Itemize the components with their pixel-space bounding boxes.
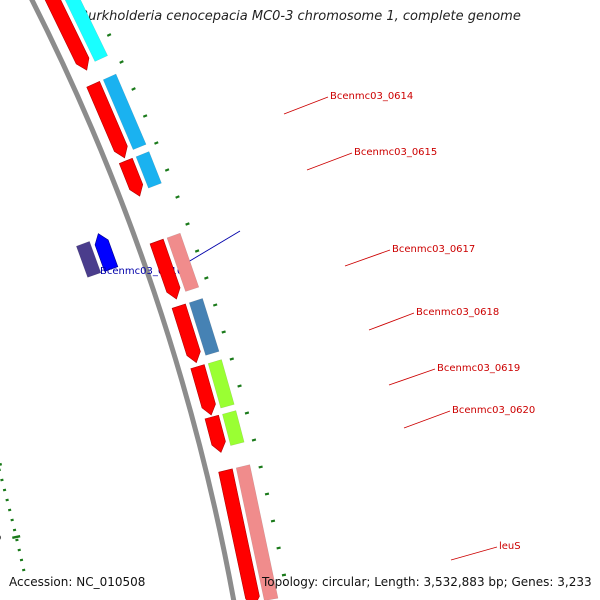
outer-ruler-tick xyxy=(185,222,190,226)
outer-ruler-tick xyxy=(212,303,218,307)
label-leader-line xyxy=(450,546,498,561)
outer-ruler-tick xyxy=(244,411,250,415)
outer-ruler-tick xyxy=(251,438,257,442)
outer-ruler-tick xyxy=(270,519,276,523)
outer-ruler-tick xyxy=(119,60,124,64)
cds-arrow[interactable] xyxy=(118,157,144,197)
label-leader-line xyxy=(388,368,436,386)
ruler-minor-tick xyxy=(0,468,1,471)
outer-ruler-tick xyxy=(194,249,200,253)
ruler-major-tick xyxy=(12,534,21,540)
ruler-minor-tick xyxy=(12,528,17,532)
outer-ruler-tick xyxy=(237,384,242,388)
cds-arrow[interactable] xyxy=(204,414,226,453)
gene-g-0615[interactable]: Bcenmc03_0615 xyxy=(118,147,437,197)
cog-block xyxy=(235,464,279,600)
gene-label[interactable]: Bcenmc03_0619 xyxy=(437,363,520,374)
ruler-minor-tick xyxy=(17,548,21,552)
cog-block xyxy=(166,232,200,292)
outer-ruler-tick xyxy=(106,33,112,37)
cds-arrow[interactable] xyxy=(171,303,201,364)
cog-block xyxy=(207,359,235,409)
ruler-minor-tick xyxy=(19,558,24,562)
ruler-minor-tick xyxy=(5,498,9,502)
cog-block xyxy=(64,0,108,62)
ruler-minor-tick xyxy=(15,538,19,542)
outer-ruler-tick xyxy=(164,168,170,172)
outer-ruler-tick xyxy=(154,141,159,145)
gene-g-0620[interactable]: Bcenmc03_0620 xyxy=(204,405,535,453)
gene-g-0617[interactable]: Bcenmc03_0617 xyxy=(149,232,475,300)
cds-arrow[interactable] xyxy=(218,468,260,600)
outer-ruler-tick xyxy=(281,573,287,577)
cog-block xyxy=(135,151,162,189)
gene-g-leuS[interactable]: leuS xyxy=(218,464,521,600)
cog-block xyxy=(102,73,147,150)
cog-block xyxy=(222,410,245,446)
label-leader-line xyxy=(368,312,415,331)
gene-label[interactable]: Bcenmc03_0616 xyxy=(100,266,183,277)
cds-arrow[interactable] xyxy=(86,80,128,159)
gene-g-top[interactable] xyxy=(38,0,108,71)
ruler-minor-tick xyxy=(7,508,12,512)
outer-ruler-tick xyxy=(229,357,235,361)
outer-ruler-tick xyxy=(221,330,226,334)
outer-ruler-tick xyxy=(264,492,270,496)
outer-ruler-tick xyxy=(204,276,209,280)
gene-label[interactable]: Bcenmc03_0615 xyxy=(354,147,437,158)
label-leader-line xyxy=(283,96,329,115)
cog-block xyxy=(188,298,220,356)
gene-label[interactable]: Bcenmc03_0620 xyxy=(452,405,535,416)
gene-g-0618[interactable]: Bcenmc03_0618 xyxy=(171,298,499,364)
cds-arrow[interactable] xyxy=(149,238,181,300)
ruler-minor-tick xyxy=(10,518,14,522)
ruler-minor-tick xyxy=(2,488,7,492)
ruler-major-tick xyxy=(0,462,3,466)
genome-summary-text: Topology: circular; Length: 3,532,883 bp… xyxy=(262,575,592,589)
ruler: 672 kbp673 kbp674 kbp675 kbp676 kbp677 k… xyxy=(0,33,287,577)
cds-arrow[interactable] xyxy=(190,364,216,416)
outer-ruler-tick xyxy=(131,87,136,91)
outer-ruler-tick xyxy=(175,195,180,199)
ruler-minor-tick xyxy=(22,568,26,572)
cds-arrow-reverse[interactable] xyxy=(94,233,119,272)
gene-label[interactable]: Bcenmc03_0617 xyxy=(392,244,475,255)
label-leader-line xyxy=(306,152,353,171)
gene-g-0614[interactable]: Bcenmc03_0614 xyxy=(86,73,413,159)
gene-label[interactable]: Bcenmc03_0618 xyxy=(416,307,499,318)
gene-g-0616[interactable]: Bcenmc03_0616 xyxy=(76,230,241,278)
label-leader-line xyxy=(403,410,451,429)
outer-ruler-tick xyxy=(142,114,148,118)
cog-block xyxy=(76,241,102,278)
backbone-ring xyxy=(29,0,237,600)
outer-ruler-tick xyxy=(258,465,263,469)
gene-label[interactable]: leuS xyxy=(499,541,521,552)
gene-g-0619[interactable]: Bcenmc03_0619 xyxy=(190,359,520,416)
gene-label[interactable]: Bcenmc03_0614 xyxy=(330,91,413,102)
ruler-minor-tick xyxy=(0,478,4,482)
map-title: Burkholderia cenocepacia MC0-3 chromosom… xyxy=(79,9,521,24)
cds-arrow[interactable] xyxy=(38,0,90,71)
outer-ruler-tick xyxy=(276,546,281,550)
ruler-tick-label: 679 kbp xyxy=(0,533,1,543)
label-leader-line xyxy=(344,249,391,267)
accession-text: Accession: NC_010508 xyxy=(9,575,146,589)
